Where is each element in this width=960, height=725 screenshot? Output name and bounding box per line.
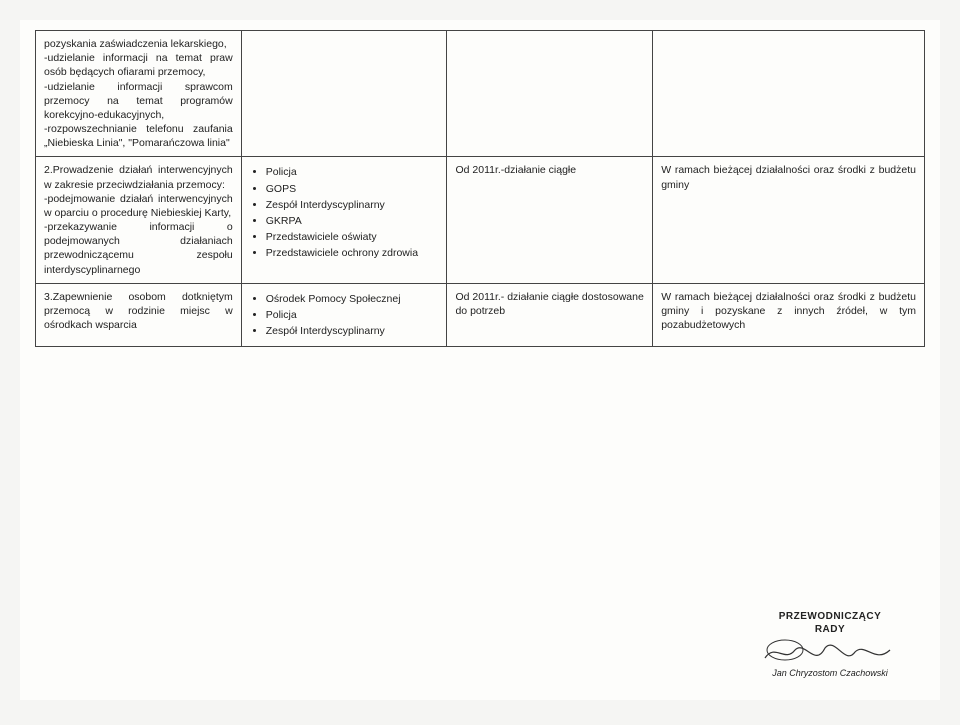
cell-timeline: Od 2011r.-działanie ciągłe — [447, 157, 653, 283]
list-item: GKRPA — [266, 214, 439, 228]
list-item: Zespół Interdyscyplinarny — [266, 324, 439, 338]
cell-funding — [653, 31, 925, 157]
cell-action: pozyskania zaświadczenia lekarskiego, -u… — [36, 31, 242, 157]
data-table: pozyskania zaświadczenia lekarskiego, -u… — [35, 30, 925, 347]
list-item: Przedstawiciele ochrony zdrowia — [266, 246, 439, 260]
responsible-list: Ośrodek Pomocy Społecznej Policja Zespół… — [250, 292, 439, 339]
table-row: pozyskania zaświadczenia lekarskiego, -u… — [36, 31, 925, 157]
list-item: Ośrodek Pomocy Społecznej — [266, 292, 439, 306]
list-item: Policja — [266, 308, 439, 322]
cell-action: 3.Zapewnienie osobom dotkniętym przemocą… — [36, 283, 242, 347]
signature-name: Jan Chryzostom Czachowski — [760, 668, 900, 680]
cell-responsible — [241, 31, 447, 157]
document-page: pozyskania zaświadczenia lekarskiego, -u… — [20, 20, 940, 700]
cell-funding: W ramach bieżącej działalności oraz środ… — [653, 157, 925, 283]
cell-timeline — [447, 31, 653, 157]
cell-action: 2.Prowadzenie działań interwencyjnych w … — [36, 157, 242, 283]
cell-timeline: Od 2011r.- działanie ciągłe dostosowane … — [447, 283, 653, 347]
signature-block: PRZEWODNICZĄCY RADY Jan Chryzostom Czach… — [760, 610, 900, 680]
cell-responsible: Policja GOPS Zespół Interdyscyplinarny G… — [241, 157, 447, 283]
signature-title: PRZEWODNICZĄCY — [760, 610, 900, 623]
list-item: Przedstawiciele oświaty — [266, 230, 439, 244]
cell-funding: W ramach bieżącej działalności oraz środ… — [653, 283, 925, 347]
list-item: Zespół Interdyscyplinarny — [266, 198, 439, 212]
table-row: 2.Prowadzenie działań interwencyjnych w … — [36, 157, 925, 283]
signature-scribble — [760, 638, 900, 666]
table-row: 3.Zapewnienie osobom dotkniętym przemocą… — [36, 283, 925, 347]
signature-subtitle: RADY — [760, 623, 900, 636]
responsible-list: Policja GOPS Zespół Interdyscyplinarny G… — [250, 165, 439, 260]
list-item: GOPS — [266, 182, 439, 196]
list-item: Policja — [266, 165, 439, 179]
cell-responsible: Ośrodek Pomocy Społecznej Policja Zespół… — [241, 283, 447, 347]
